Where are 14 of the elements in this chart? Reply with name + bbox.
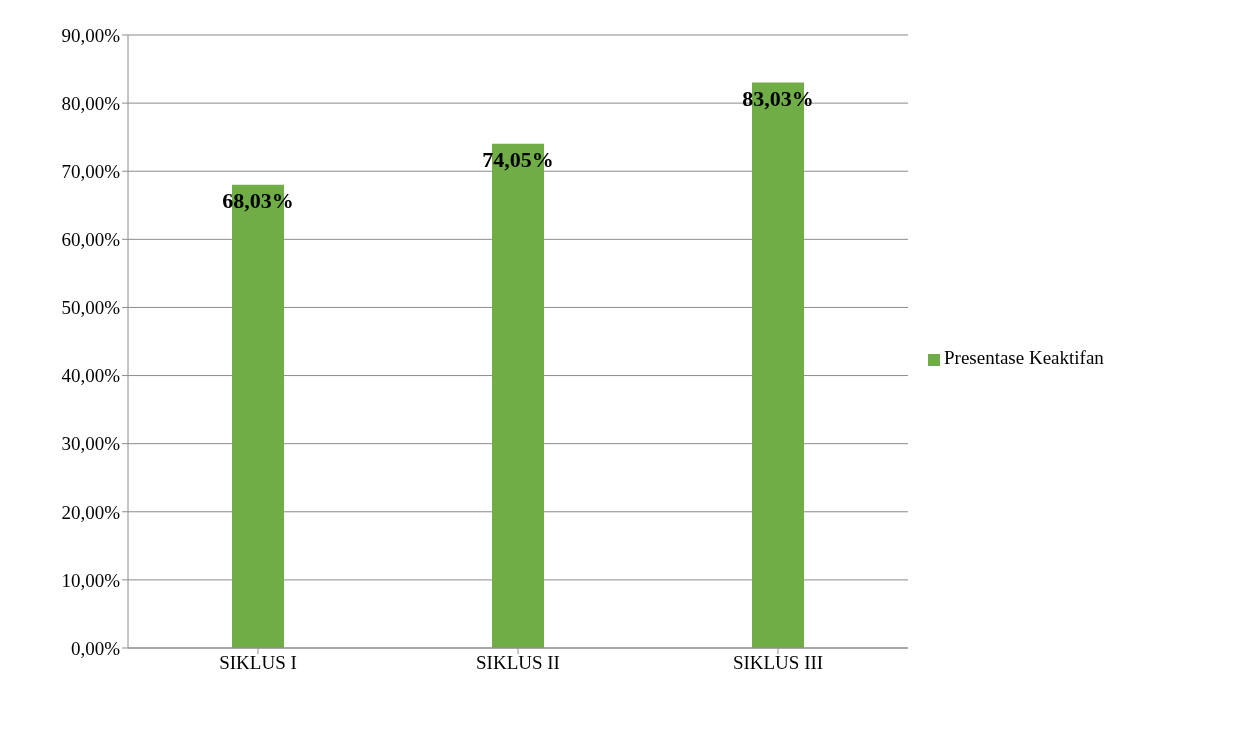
x-tick-label: SIKLUS I: [219, 652, 297, 674]
x-tick-label: SIKLUS II: [476, 652, 560, 674]
legend-label: Presentase Keaktifan: [944, 347, 1104, 368]
y-tick-label: 70,00%: [61, 160, 121, 182]
y-tick-label: 30,00%: [61, 433, 121, 455]
y-tick-label: 50,00%: [61, 297, 121, 319]
y-tick-label: 80,00%: [61, 92, 121, 114]
x-tick-label: SIKLUS III: [732, 652, 824, 674]
y-tick-label: 0,00%: [70, 637, 121, 659]
y-tick-label: 20,00%: [61, 501, 121, 523]
y-tick-label: 40,00%: [61, 365, 121, 387]
y-tick-label: 10,00%: [61, 569, 121, 591]
y-tick-label: 90,00%: [61, 24, 121, 46]
y-tick-label: 60,00%: [61, 229, 121, 251]
